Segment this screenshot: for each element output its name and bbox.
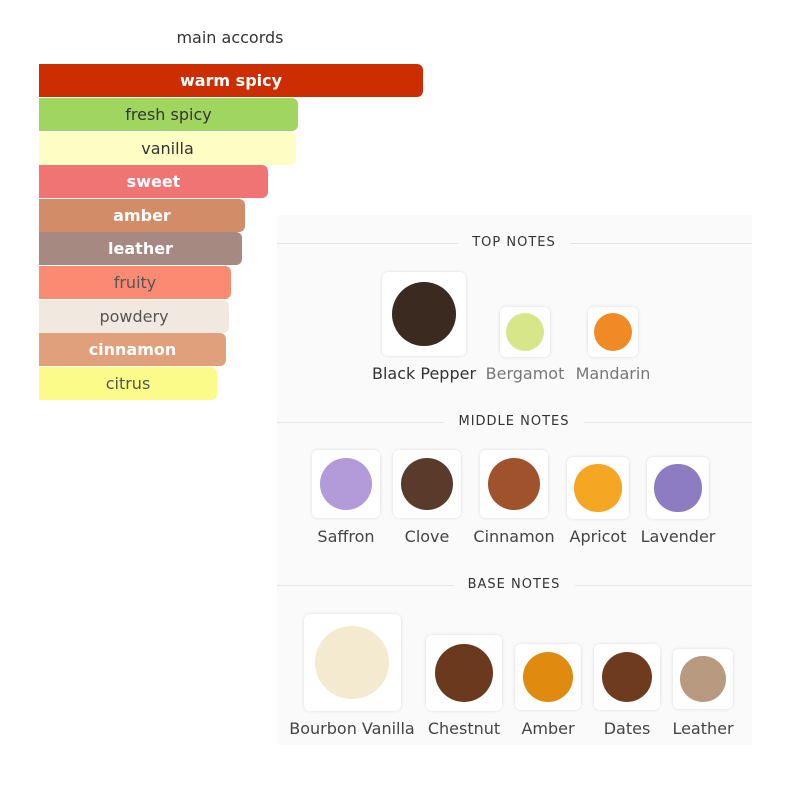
section-heading: TOP NOTES: [458, 229, 570, 256]
note-image: [303, 614, 401, 711]
note-image: [500, 307, 550, 357]
section-heading: BASE NOTES: [453, 571, 575, 598]
section-heading: MIDDLE NOTES: [444, 408, 584, 435]
note-image: [312, 450, 380, 518]
note-label: Bourbon Vanilla: [289, 719, 415, 738]
note-image: [393, 450, 461, 518]
accords-title: main accords: [176, 28, 284, 47]
accord-bar: fresh spicy: [39, 98, 298, 131]
accord-bar: fruity: [39, 266, 231, 299]
note-picture: [401, 458, 453, 510]
accord-bar: warm spicy: [39, 64, 423, 97]
note-picture: [392, 282, 456, 346]
note-label: Black Pepper: [371, 364, 477, 383]
note-picture: [594, 313, 632, 351]
note-label: Chestnut: [427, 719, 501, 738]
accord-bar: citrus: [39, 367, 217, 400]
note-picture: [315, 625, 389, 700]
note-label: Dates: [603, 719, 651, 738]
accord-bar: amber: [39, 199, 245, 232]
accord-bar: sweet: [39, 165, 268, 198]
note-label: Lavender: [640, 527, 716, 546]
note-image: [588, 307, 638, 357]
note-label: Clove: [404, 527, 450, 546]
note-image: [515, 644, 581, 710]
note-label: Apricot: [569, 527, 627, 546]
accord-bar: cinnamon: [39, 333, 226, 366]
note-image: [673, 649, 733, 709]
note-image: [567, 457, 629, 519]
note-picture: [601, 651, 653, 703]
note-image: [382, 272, 466, 356]
note-label: Leather: [672, 719, 734, 738]
note-picture: [488, 458, 540, 510]
note-image: [594, 644, 660, 710]
note-label: Amber: [521, 719, 575, 738]
accord-bar: leather: [39, 232, 242, 265]
note-picture: [574, 464, 622, 512]
note-picture: [506, 313, 544, 351]
note-label: Mandarin: [575, 364, 651, 383]
note-label: Bergamot: [485, 364, 565, 383]
note-picture: [522, 651, 574, 703]
accord-bar: powdery: [39, 300, 229, 333]
note-image: [647, 457, 709, 519]
note-picture: [435, 644, 493, 702]
note-label: Saffron: [317, 527, 375, 546]
note-image: [480, 450, 548, 518]
note-label: Cinnamon: [473, 527, 555, 546]
accord-bar: vanilla: [39, 132, 296, 165]
note-picture: [320, 458, 372, 510]
note-image: [426, 635, 502, 711]
note-picture: [680, 656, 726, 702]
note-picture: [654, 464, 702, 512]
